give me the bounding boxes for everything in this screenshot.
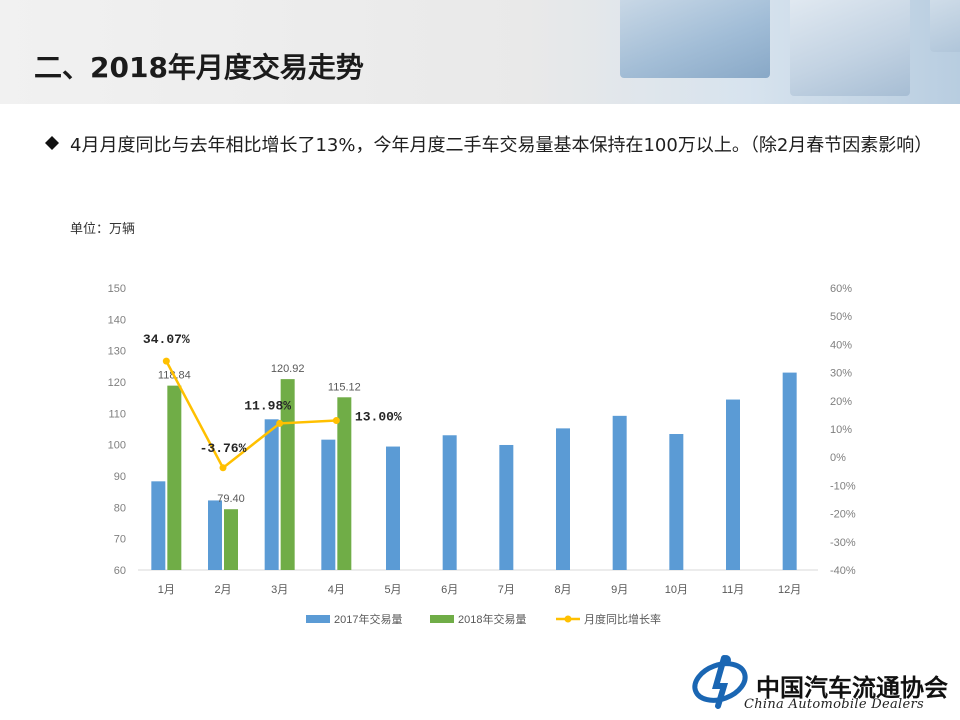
y-left-tick-label: 140 <box>108 314 126 326</box>
y-left-tick-label: 90 <box>114 471 126 483</box>
x-tick-label: 8月 <box>554 584 571 596</box>
legend-label-growth: 月度同比增长率 <box>584 612 661 626</box>
y-right-tick-label: -40% <box>830 565 856 577</box>
growth-rate-line <box>165 360 337 470</box>
bar-2017 <box>782 372 797 570</box>
growth-rate-point <box>276 419 284 427</box>
bar-2017 <box>386 446 400 570</box>
x-tick-label: 6月 <box>441 584 458 596</box>
x-tick-label: 1月 <box>158 584 175 596</box>
x-tick-label: 5月 <box>384 584 401 596</box>
bar-2017 <box>612 415 627 570</box>
x-tick-label: 4月 <box>328 584 345 596</box>
bar-2017 <box>669 434 684 570</box>
bar-2018-data-label: 120.92 <box>271 363 305 375</box>
growth-rate-data-label: 13.00% <box>355 410 402 425</box>
y-left-tick-label: 110 <box>108 408 126 420</box>
x-tick-label: 3月 <box>271 584 288 596</box>
diamond-bullet-icon <box>45 136 59 150</box>
y-left-tick-label: 60 <box>114 565 126 577</box>
y-right-tick-label: -10% <box>830 480 856 492</box>
header-banner <box>0 0 960 104</box>
y-right-tick-label: 30% <box>830 368 852 380</box>
y-left-tick-label: 80 <box>114 502 126 514</box>
growth-rate-point <box>219 464 227 472</box>
growth-rate-data-label: 11.98% <box>244 398 291 413</box>
growth-rate-data-label: -3.76% <box>200 441 247 456</box>
cada-logo-icon <box>692 655 748 709</box>
y-left-tick-label: 130 <box>108 346 126 358</box>
page-title: 二、2018年月度交易走势 <box>34 51 364 84</box>
bar-2017 <box>726 399 740 570</box>
x-tick-label: 9月 <box>611 584 628 596</box>
growth-rate-point <box>162 357 170 365</box>
y-left-tick-label: 150 <box>108 283 126 295</box>
combo-chart: 60 70 80 90 100 110 120 130 140 150 -40% -30% -20% -1… <box>108 283 856 626</box>
unit-label: 单位：万辆 <box>70 222 136 237</box>
bar-2017 <box>321 439 336 570</box>
growth-rate-point <box>332 417 340 425</box>
y-right-tick-label: 10% <box>830 424 852 436</box>
x-tick-label: 10月 <box>665 584 688 596</box>
y-right-tick-label: 40% <box>830 339 852 351</box>
legend-swatch-2017 <box>306 615 330 623</box>
org-name-cn: 中国汽车流通协会 <box>756 673 948 702</box>
y-right-tick-label: -20% <box>830 509 856 521</box>
growth-rate-data-label: 34.07% <box>143 332 190 347</box>
x-tick-label: 2月 <box>214 584 231 596</box>
y-right-tick-label: 20% <box>830 396 852 408</box>
x-tick-label: 12月 <box>778 584 801 596</box>
decorative-cube <box>930 0 960 52</box>
y-right-tick-label: 50% <box>830 311 852 323</box>
bar-2017 <box>556 428 570 570</box>
bar-2018-data-label: 79.40 <box>217 493 245 505</box>
y-right-tick-label: 60% <box>830 283 852 295</box>
bar-2017 <box>151 481 166 570</box>
y-right-tick-label: 0% <box>830 452 846 464</box>
bar-2017 <box>442 435 457 570</box>
y-right-tick-label: -30% <box>830 537 856 549</box>
bar-2017 <box>499 444 514 570</box>
x-tick-label: 11月 <box>722 584 744 596</box>
legend-label-2017: 2017年交易量 <box>334 612 402 626</box>
bar-2017 <box>208 500 222 570</box>
bar-2018 <box>280 379 295 570</box>
y-left-tick-label: 70 <box>114 534 126 546</box>
bar-2017 <box>264 419 279 570</box>
bar-2018 <box>224 509 238 570</box>
bar-2018 <box>167 385 182 570</box>
y-left-tick-label: 100 <box>108 440 126 452</box>
y-left-tick-label: 120 <box>108 377 126 389</box>
org-name-en: China Automobile Dealers <box>744 697 924 712</box>
x-tick-label: 7月 <box>498 584 515 596</box>
legend-swatch-2018 <box>430 615 454 623</box>
decorative-cube <box>790 0 910 96</box>
bar-2018-data-label: 115.12 <box>328 381 361 393</box>
legend-label-2018: 2018年交易量 <box>458 612 526 626</box>
legend-marker-growth <box>564 615 572 623</box>
bar-2018 <box>337 397 352 570</box>
summary-text: 4月月度同比与去年相比增长了13%，今年月度二手车交易量基本保持在100万以上。… <box>70 135 933 156</box>
decorative-cube <box>620 0 770 78</box>
